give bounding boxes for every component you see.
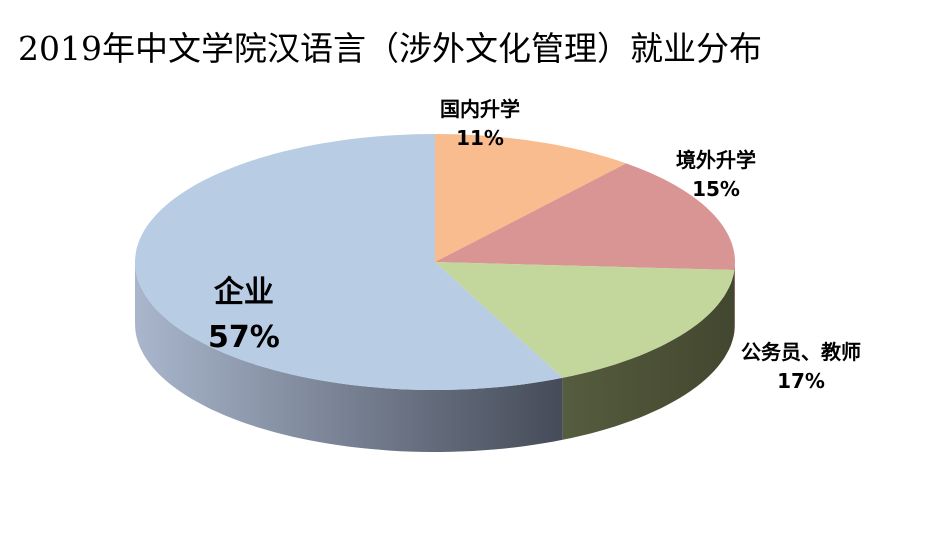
label-enterprise: 企业 57% bbox=[208, 270, 280, 360]
label-civil-servant-teacher: 公务员、教师 17% bbox=[741, 338, 861, 396]
chart-title: 2019年中文学院汉语言（涉外文化管理）就业分布 bbox=[18, 29, 762, 68]
label-value: 11% bbox=[456, 126, 504, 150]
label-name: 企业 bbox=[213, 275, 274, 310]
slice-side-enterprise bbox=[135, 262, 563, 452]
slice-civil-servant-teacher bbox=[435, 262, 735, 378]
slice-overseas-study bbox=[435, 163, 735, 270]
slice-side-overseas-study bbox=[734, 262, 735, 332]
slice-side-civil-servant-teacher bbox=[562, 270, 735, 440]
label-value: 15% bbox=[692, 177, 740, 201]
label-name: 境外升学 bbox=[676, 148, 756, 172]
label-value: 57% bbox=[208, 320, 280, 355]
label-overseas-study: 境外升学 15% bbox=[676, 146, 756, 204]
label-domestic-study: 国内升学 11% bbox=[440, 95, 520, 153]
slice-enterprise bbox=[135, 134, 563, 390]
label-value: 17% bbox=[777, 369, 825, 393]
label-name: 国内升学 bbox=[440, 97, 520, 121]
slice-domestic-study bbox=[435, 134, 627, 262]
label-name: 公务员、教师 bbox=[741, 340, 861, 364]
